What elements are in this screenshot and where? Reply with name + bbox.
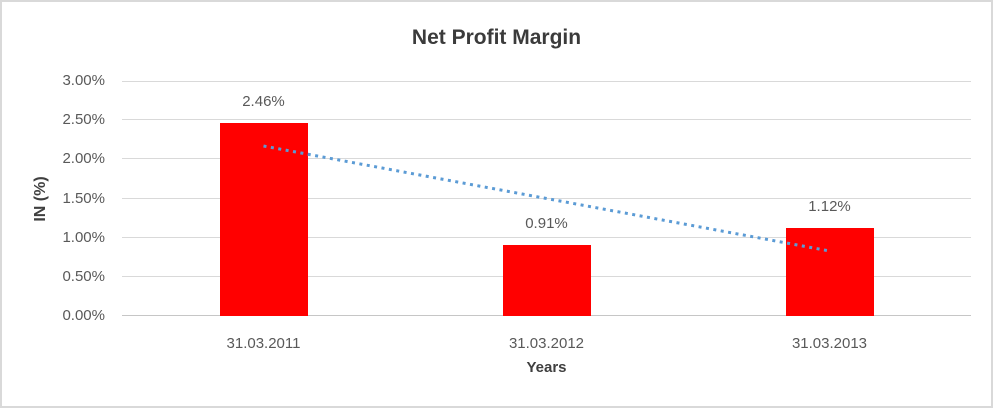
y-tick-label: 2.00% xyxy=(62,150,105,167)
y-tick-label: 1.50% xyxy=(62,190,105,207)
bar xyxy=(502,244,591,316)
bar xyxy=(785,228,874,316)
bar xyxy=(219,123,308,316)
gridline xyxy=(122,158,971,159)
y-tick-label: 3.00% xyxy=(62,72,105,89)
bar-data-label: 2.46% xyxy=(242,93,285,111)
y-tick-label: 1.00% xyxy=(62,229,105,246)
y-tick-label: 0.50% xyxy=(62,268,105,285)
y-tick-label: 2.50% xyxy=(62,111,105,128)
y-tick-label: 0.00% xyxy=(62,307,105,324)
x-category-label: 31.03.2012 xyxy=(508,335,585,352)
bar-data-label: 0.91% xyxy=(525,214,568,232)
trendline-line xyxy=(263,144,830,253)
x-category-label: 31.03.2013 xyxy=(791,335,868,352)
gridline xyxy=(122,237,971,238)
gridline xyxy=(122,119,971,120)
chart-title: Net Profit Margin xyxy=(411,26,582,49)
bar-data-label: 1.12% xyxy=(808,198,851,216)
trendline xyxy=(263,144,830,253)
x-category-label: 31.03.2011 xyxy=(226,335,301,352)
gridline xyxy=(122,81,971,82)
plot-area: 2.46% 0.91% 1.12% xyxy=(122,81,971,316)
x-axis-title: Years xyxy=(526,359,567,376)
